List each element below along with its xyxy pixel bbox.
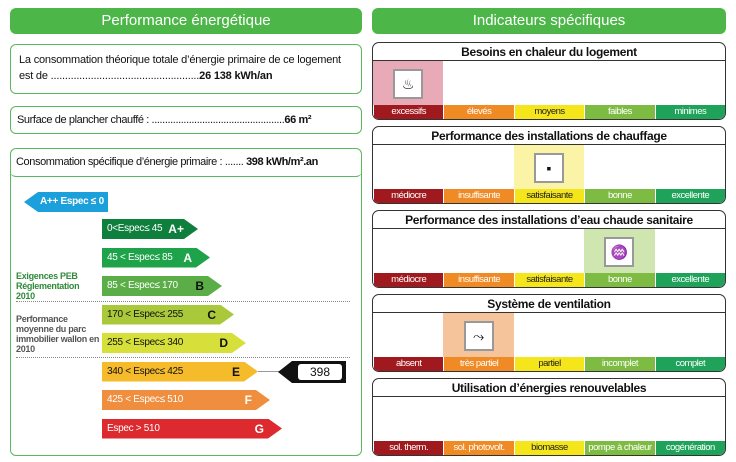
- ventilation-icon: ⤳: [463, 321, 494, 351]
- energy-class-letter: A: [183, 250, 192, 265]
- energy-class-letter: F: [244, 393, 252, 407]
- boiler-house-icon: ▪: [534, 153, 565, 183]
- indicator-title: Besoins en chaleur du logement: [373, 43, 725, 61]
- level-label: élevés: [443, 105, 514, 119]
- selected-level: ▪: [513, 145, 585, 189]
- level-label: satisfaisante: [513, 189, 585, 203]
- indicator-panel: Utilisation d’énergies renouvelables sol.…: [372, 378, 726, 456]
- level-label: excellente: [654, 273, 725, 287]
- surface-label: Surface de plancher chauffé : ..........…: [17, 114, 285, 126]
- energy-class-C: 170 < Espec≤ 255 C: [102, 305, 234, 325]
- indicator-panel: Besoins en chaleur du logement ♨ excessifs…: [372, 42, 726, 120]
- selected-level: ♒: [584, 229, 655, 273]
- level-label: incomplet: [584, 357, 655, 371]
- level-label: excessifs: [373, 105, 444, 119]
- peb-requirement-label: Exigences PEB Réglementation 2010: [16, 271, 80, 301]
- level-label: pompe à chaleur: [584, 441, 655, 455]
- energy-class-range: Espec > 510: [107, 422, 160, 434]
- level-label: biomasse: [513, 441, 585, 455]
- energy-class-range: 340 < Espec≤ 425: [107, 365, 184, 377]
- energy-class-A: 45 < Espec≤ 85 A: [102, 248, 210, 268]
- selected-level: ⤳: [443, 313, 514, 357]
- indicator-title: Performance des installations de chauffa…: [373, 127, 725, 145]
- energy-class-letter: A+: [168, 222, 184, 236]
- specific-consumption-label: Consommation spécifique d’énergie primai…: [16, 156, 244, 168]
- energy-class-range: 85 < Espec≤ 170: [107, 280, 178, 291]
- indicator-title: Système de ventilation: [373, 295, 725, 313]
- level-label: excellente: [654, 189, 725, 203]
- indicator-panel: Performance des installations d’eau chau…: [372, 210, 726, 288]
- level-label: minimes: [654, 105, 725, 119]
- level-label: sol. photovolt.: [443, 441, 514, 455]
- level-label: médiocre: [373, 189, 444, 203]
- total-consumption-box: La consommation théorique totale d’énerg…: [10, 44, 362, 94]
- total-consumption-value: 26 138 kWh/an: [199, 70, 273, 82]
- indicator-title: Utilisation d’énergies renouvelables: [373, 379, 725, 397]
- level-label: complet: [654, 357, 725, 371]
- energy-class-letter: G: [254, 421, 264, 436]
- energy-class-F: 425 < Espec≤ 510 F: [102, 390, 270, 410]
- energy-class-A++: A++ Espec ≤ 0: [24, 192, 108, 212]
- surface-box: Surface de plancher chauffé : ..........…: [10, 106, 362, 134]
- energy-class-B: 85 < Espec≤ 170 B: [102, 276, 222, 296]
- energy-class-letter: D: [219, 336, 228, 350]
- energy-class-range: 0<Espec≤ 45: [107, 223, 163, 234]
- total-consumption-label: La consommation théorique totale d’énerg…: [19, 54, 341, 82]
- specific-consumption-value: 398 kWh/m².an: [246, 156, 318, 168]
- level-label: bonne: [584, 273, 655, 287]
- energy-scale-box: Consommation spécifique d’énergie primai…: [10, 148, 362, 456]
- level-label: insuffisante: [443, 273, 514, 287]
- heat-house-icon: ♨: [393, 69, 424, 99]
- level-label: cogénération: [654, 441, 725, 455]
- indicator-panel: Performance des installations de chauffa…: [372, 126, 726, 204]
- energy-class-range: 170 < Espec≤ 255: [107, 308, 184, 320]
- energy-class-letter: E: [231, 364, 240, 379]
- energy-class-range: A++ Espec ≤ 0: [40, 196, 104, 207]
- energy-class-A+: 0<Espec≤ 45 A+: [102, 219, 198, 239]
- indicator-title: Performance des installations d’eau chau…: [373, 211, 725, 229]
- energy-class-letter: C: [207, 307, 216, 322]
- energy-class-range: 255 < Espec≤ 340: [107, 337, 184, 348]
- level-label: faibles: [584, 105, 655, 119]
- level-label: absent: [373, 357, 444, 371]
- level-label: médiocre: [373, 273, 444, 287]
- level-label: bonne: [584, 189, 655, 203]
- surface-value: 66 m²: [284, 114, 312, 126]
- level-label: insuffisante: [443, 189, 514, 203]
- energy-marker-value: 398: [298, 364, 342, 380]
- energy-class-E: 340 < Espec≤ 425 E: [102, 362, 258, 382]
- energy-class-D: 255 < Espec≤ 340 D: [102, 333, 246, 353]
- energy-class-range: 425 < Espec≤ 510: [107, 394, 184, 405]
- indicator-panel: Système de ventilation ⤳ absent très partie…: [372, 294, 726, 372]
- selected-level: ♨: [373, 61, 444, 105]
- hot-water-house-icon: ♒: [604, 237, 635, 267]
- energy-class-range: 45 < Espec≤ 85: [107, 251, 173, 263]
- energy-class-G: Espec > 510 G: [102, 419, 282, 439]
- divider-average: [16, 357, 350, 358]
- indicators-header: Indicateurs spécifiques: [372, 8, 726, 34]
- level-label: satisfaisante: [513, 273, 585, 287]
- level-label: sol. therm.: [373, 441, 444, 455]
- level-label: très partiel: [443, 357, 514, 371]
- energy-class-letter: B: [195, 279, 204, 293]
- level-label: moyens: [513, 105, 585, 119]
- level-label: partiel: [513, 357, 585, 371]
- performance-header: Performance énergétique: [10, 8, 362, 34]
- average-performance-label: Performance moyenne du parc immobilier w…: [16, 314, 100, 354]
- marker-line: [258, 371, 282, 372]
- divider-peb: [16, 301, 350, 302]
